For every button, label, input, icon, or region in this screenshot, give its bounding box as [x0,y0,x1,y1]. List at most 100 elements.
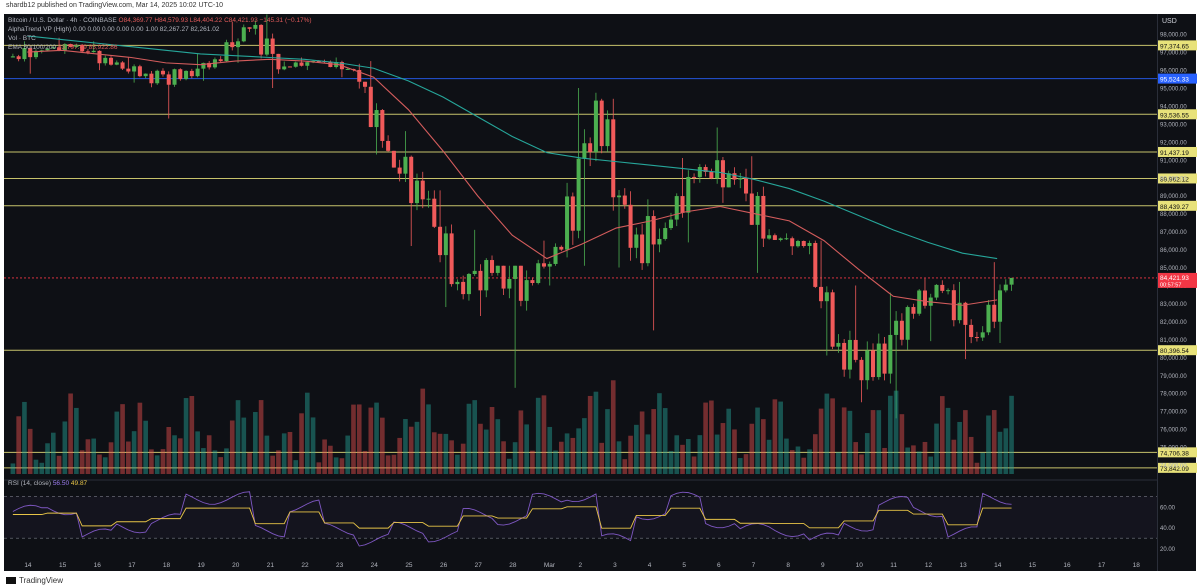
candle-body [617,195,622,198]
volume-bar [431,432,437,474]
volume-bar [443,433,449,474]
volume-bar [564,433,570,474]
candle-body [790,238,795,247]
candle-body [680,196,685,213]
rsi-tick-label: 60.00 [1160,505,1176,511]
candle-body [189,70,194,77]
price-tick-label: 87,000.00 [1160,230,1187,236]
chart-pane[interactable]: 14 15 16 17 18 19 20 21 22 23 24 25 26 27 28 Mar 2 3 4 5 6 7 8… [4,14,1157,571]
volume-bar [258,400,264,474]
candle-body [287,66,292,68]
candle-body [634,234,639,248]
volume-bar [472,400,478,474]
time-axis-label: 27 [475,562,483,569]
rsi-line [12,491,1012,547]
volume-bar [928,456,934,474]
candle-body [541,263,546,267]
candle-body [824,292,829,302]
time-axis-label: 15 [59,562,67,569]
candle-body [738,178,743,180]
candle-body [201,62,206,69]
candle-body [888,334,893,374]
volume-bar [824,393,830,474]
volume-bar [160,449,166,474]
candle-body [109,57,114,65]
candle-body [599,100,604,147]
candle-body [51,47,56,49]
candle-body [409,156,414,204]
indicator-ema[interactable]: EMA 50/100/200 [8,44,57,51]
candle-body [241,27,246,42]
candle-body [813,242,818,287]
candle-body [155,70,160,84]
price-tick-label: 82,000.00 [1160,320,1187,326]
candle-body [432,198,437,227]
candle-body [744,178,749,194]
candle-body [363,81,368,87]
volume-bar [351,404,356,474]
volume-bar [720,423,726,474]
volume-bar [177,438,183,474]
indicator-volume[interactable]: Vol · BTC [8,35,36,42]
candle-body [490,260,495,273]
candle-body [530,280,535,284]
volume-bar [27,428,33,474]
volume-bar [276,450,281,474]
time-axis-label: 6 [717,562,721,569]
volume-bar [997,431,1003,474]
candle-body [697,167,702,178]
volume-bar [333,457,339,474]
volume-bar [403,419,408,474]
volume-bar [778,401,783,474]
candle-body [253,24,258,29]
candle-body [992,304,997,322]
candle-body [657,238,662,245]
candle-body [305,62,310,66]
volume-bar [818,408,824,474]
candle-body [865,350,870,381]
candle-body [611,119,616,198]
candle-body [645,216,650,264]
volume-bar [714,434,720,474]
candle-body [149,73,154,84]
indicator-alphatrend[interactable]: AlphaTrend VP (High) [8,26,72,33]
volume-bar [483,429,489,474]
candle-body [74,44,79,48]
volume-bar [709,400,714,474]
volume-bar [789,450,795,474]
price-axis[interactable]: 97,374.65 95,524.33 93,536.55 91,437.19 89,9… [1157,14,1197,571]
rsi-name[interactable]: RSI (14, close) [8,480,51,487]
candle-body [132,66,137,72]
candle-body [998,290,1003,322]
candle-body [969,324,974,338]
volume-bar [726,408,732,474]
currency-label: USD [1162,18,1177,25]
time-axis-label: 17 [128,562,136,569]
price-tick-label: 98,000.00 [1160,33,1187,39]
volume-bar [610,380,616,474]
time-axis-label: 14 [24,562,32,569]
volume-bar [807,449,812,474]
volume-bar [547,426,553,474]
price-chart-svg[interactable]: 14 15 16 17 18 19 20 21 22 23 24 25 26 27 28 Mar 2 3 4 5 6 7 8… [4,14,1157,571]
candle-body [276,53,281,70]
volume-bar [253,412,258,474]
time-axis-label: 7 [752,562,756,569]
volume-bar [697,435,703,474]
volume-bar [56,455,62,474]
candle-body [449,233,454,285]
volume-bar [501,441,506,474]
volume-bar [841,407,847,474]
volume-bar [795,446,801,474]
volume-bar [270,455,275,474]
volume-bar [622,459,628,474]
volume-bar [558,441,564,474]
candle-body [674,196,679,220]
level-label-bg [1158,146,1197,157]
candle-body [91,50,96,53]
time-axis-label: 15 [1029,562,1037,569]
volume-bar [426,404,431,474]
candle-body [328,61,333,68]
candle-body [882,343,887,374]
candle-body [917,290,922,314]
